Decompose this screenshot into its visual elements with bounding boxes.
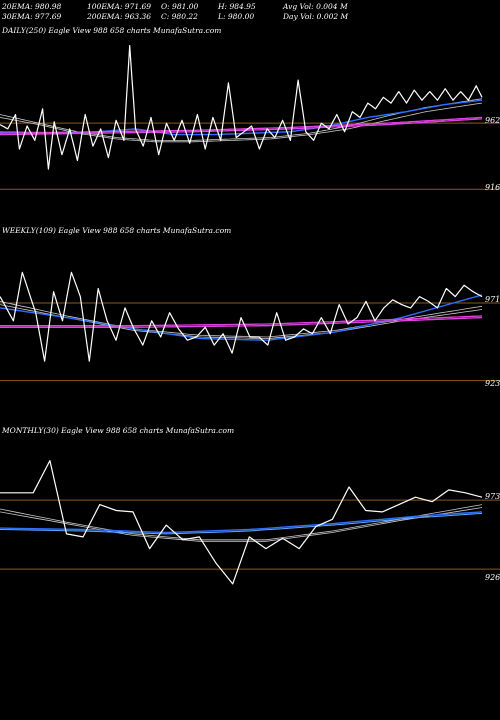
weekly-panel: WEEKLY(109) Eagle View 988 658 charts Mu…	[0, 226, 500, 388]
header-200ema: 200EMA: 963.36	[86, 12, 151, 21]
header-day-vol: Day Vol: 0.002 M	[282, 12, 349, 21]
weekly-price-line	[0, 271, 483, 362]
weekly-ema-long-line	[0, 315, 483, 327]
monthly-level-lines	[0, 499, 500, 570]
weekly-ytick-lower: 923	[485, 379, 500, 388]
monthly-price-line	[0, 460, 483, 585]
header-close: C: 980.22	[161, 12, 198, 21]
weekly-level-lines	[0, 302, 500, 382]
daily-series	[0, 44, 483, 170]
indicator-header: 20EMA: 980.98 100EMA: 971.69 O: 981.00 H…	[1, 2, 349, 21]
daily-ema-long-line	[0, 116, 483, 134]
daily-panel: DAILY(250) Eagle View 988 658 charts Mun…	[0, 26, 500, 192]
monthly-panel-title: MONTHLY(30) Eagle View 988 658 charts Mu…	[1, 426, 234, 435]
daily-ema-long-line-2	[0, 118, 483, 136]
weekly-ema-long-line-2	[0, 316, 483, 328]
monthly-ytick-lower: 926	[485, 573, 500, 582]
monthly-ema-mid-line	[0, 507, 483, 542]
header-100ema: 100EMA: 971.69	[87, 2, 151, 11]
header-avg-vol: Avg Vol: 0.004 M	[282, 2, 348, 11]
monthly-ema-long-line	[0, 512, 483, 535]
monthly-series	[0, 460, 483, 585]
daily-ytick-lower: 916	[485, 183, 500, 192]
header-low: L: 980.00	[217, 12, 254, 21]
daily-price-line	[0, 44, 483, 170]
monthly-ema-blue-line	[0, 511, 483, 534]
weekly-ema-blue-line	[0, 294, 483, 341]
weekly-panel-title: WEEKLY(109) Eagle View 988 658 charts Mu…	[2, 226, 231, 235]
header-30ema: 30EMA: 977.69	[2, 12, 61, 21]
daily-panel-title: DAILY(250) Eagle View 988 658 charts Mun…	[1, 26, 221, 35]
weekly-series	[0, 271, 483, 362]
header-open: O: 981.00	[161, 2, 199, 11]
header-20ema: 20EMA: 980.98	[1, 2, 61, 11]
monthly-ytick-upper: 973	[485, 492, 500, 501]
weekly-ytick-upper: 971	[485, 295, 500, 304]
monthly-panel: MONTHLY(30) Eagle View 988 658 charts Mu…	[0, 426, 500, 585]
header-high: H: 984.95	[217, 2, 256, 11]
daily-ytick-upper: 962	[485, 116, 500, 125]
